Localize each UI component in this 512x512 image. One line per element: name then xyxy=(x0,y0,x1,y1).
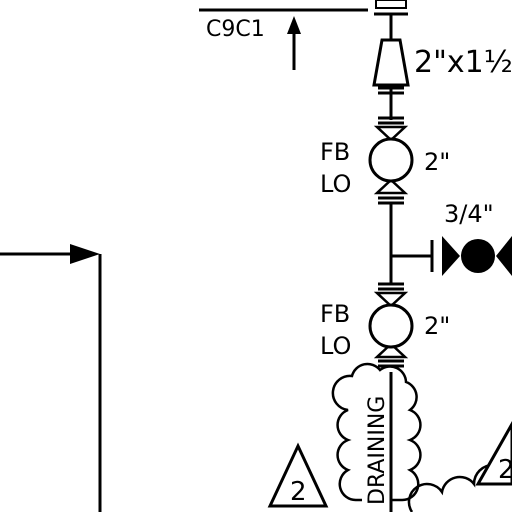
process-arrow-head xyxy=(70,244,100,264)
reducer-icon xyxy=(372,38,410,87)
flow-arrow-head xyxy=(287,16,301,34)
revision-triangle-left xyxy=(267,442,329,508)
valve2-pos-label: LO xyxy=(320,332,351,360)
valve2-type-label: FB xyxy=(320,300,350,328)
valve1-size-label: 2" xyxy=(424,148,450,176)
revision-right-label: 2 xyxy=(498,455,512,485)
valve2-size-label: 2" xyxy=(424,312,450,340)
revision-triangle-right xyxy=(475,420,512,486)
ball-valve-2-icon xyxy=(368,291,414,359)
ball-valve-1-icon xyxy=(368,125,414,195)
branch-size-label: 3/4" xyxy=(444,200,494,228)
valve1-type-label: FB xyxy=(320,138,350,166)
valve1-pos-label: LO xyxy=(320,170,351,198)
branch-valve-icon xyxy=(442,236,512,276)
cloud-note-label: DRAINING xyxy=(365,396,390,505)
revision-left-label: 2 xyxy=(290,477,307,507)
line-id-label: C9C1 xyxy=(206,17,265,42)
reducer-size-label: 2"x1½ xyxy=(414,45,512,80)
top-fitting xyxy=(375,0,407,9)
